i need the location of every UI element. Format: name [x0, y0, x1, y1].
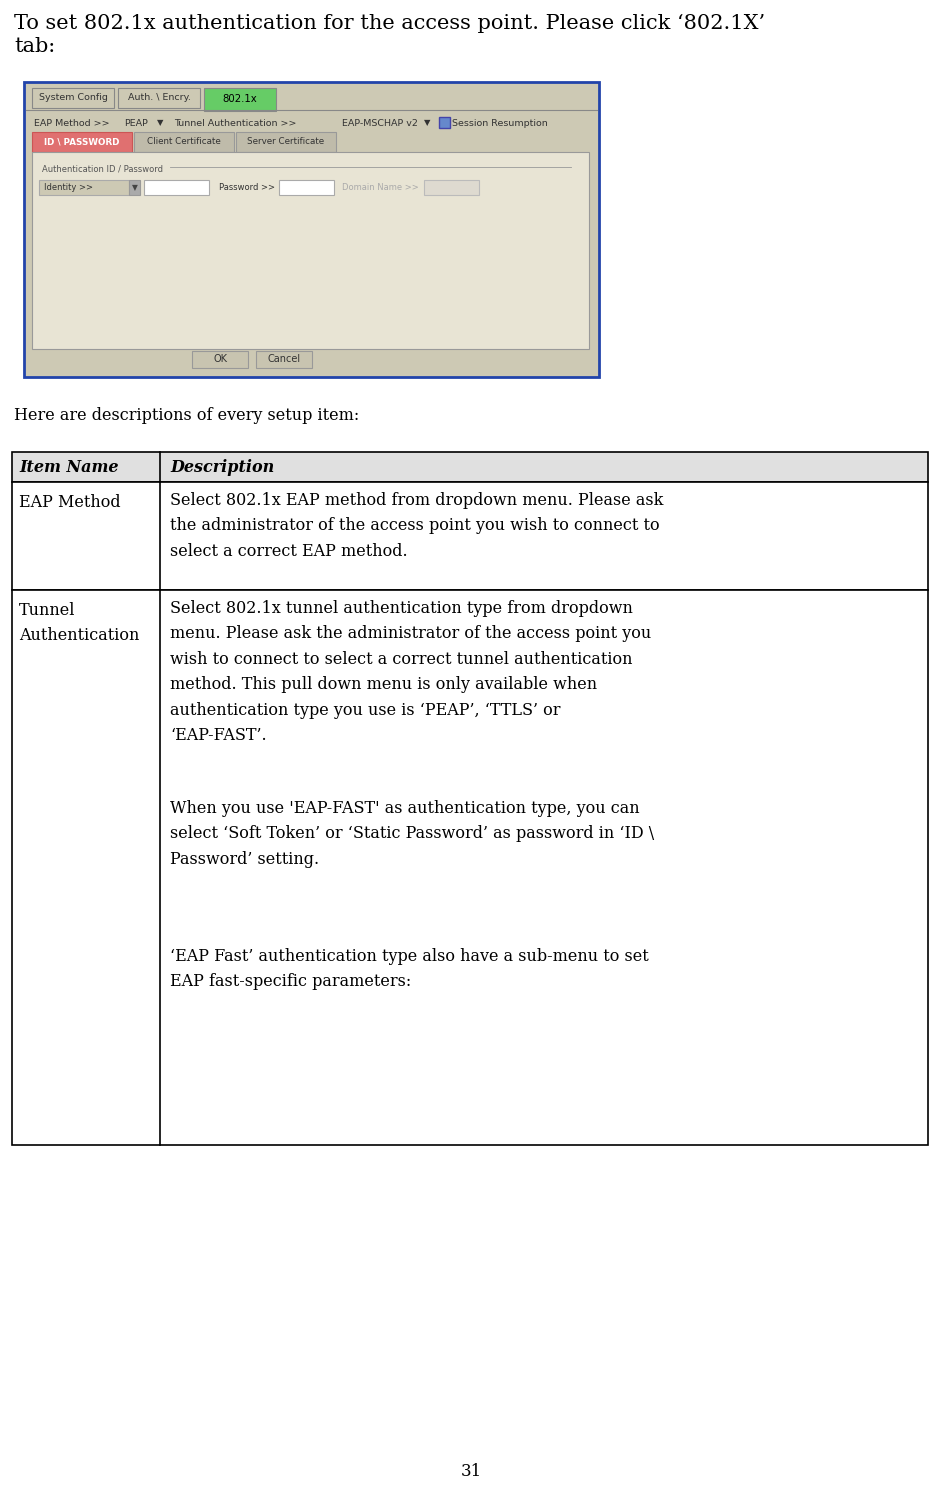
Bar	[256, 351, 312, 367]
Text: Identity >>: Identity >>	[44, 183, 93, 192]
Text: 31: 31	[461, 1463, 482, 1481]
Text: Cancel: Cancel	[268, 354, 301, 364]
Bar	[204, 88, 276, 112]
Text: 802.1x: 802.1x	[223, 95, 257, 104]
Text: Select 802.1x EAP method from dropdown menu. Please ask
the administrator of the: Select 802.1x EAP method from dropdown m…	[170, 492, 663, 561]
Bar	[236, 132, 336, 152]
Bar	[129, 180, 140, 195]
Text: tab:: tab:	[14, 37, 56, 55]
Text: Domain Name >>: Domain Name >>	[342, 183, 419, 192]
Bar	[32, 132, 132, 152]
Text: ID \ PASSWORD: ID \ PASSWORD	[44, 137, 120, 147]
Text: Authentication ID / Password: Authentication ID / Password	[42, 165, 163, 174]
Bar	[12, 482, 928, 590]
Text: Server Certificate: Server Certificate	[247, 137, 324, 147]
Bar	[118, 88, 200, 109]
Bar	[144, 180, 209, 195]
Text: To set 802.1x authentication for the access point. Please click ‘802.1X’: To set 802.1x authentication for the acc…	[14, 13, 765, 33]
Bar	[32, 88, 114, 109]
Text: Select 802.1x tunnel authentication type from dropdown
menu. Please ask the admi: Select 802.1x tunnel authentication type…	[170, 599, 652, 745]
Text: EAP-MSCHAP v2: EAP-MSCHAP v2	[342, 119, 418, 128]
Text: ▼: ▼	[424, 119, 431, 128]
Bar	[439, 117, 450, 128]
Bar	[279, 180, 334, 195]
Bar	[12, 452, 928, 482]
Text: Tunnel
Authentication: Tunnel Authentication	[19, 602, 140, 644]
Bar	[39, 180, 129, 195]
Text: PEAP: PEAP	[124, 119, 148, 128]
Bar	[424, 180, 479, 195]
Bar	[26, 83, 597, 375]
Text: Auth. \ Encry.: Auth. \ Encry.	[127, 94, 190, 103]
Bar	[12, 590, 928, 1145]
Text: Here are descriptions of every setup item:: Here are descriptions of every setup ite…	[14, 407, 359, 424]
Text: Tunnel Authentication >>: Tunnel Authentication >>	[174, 119, 296, 128]
Bar	[192, 351, 248, 367]
Text: ▼: ▼	[157, 119, 163, 128]
Text: Session Resumption: Session Resumption	[452, 119, 548, 128]
Text: Password >>: Password >>	[219, 183, 275, 192]
Text: When you use 'EAP-FAST' as authentication type, you can
select ‘Soft Token’ or ‘: When you use 'EAP-FAST' as authenticatio…	[170, 800, 654, 868]
Text: Item Name: Item Name	[19, 458, 119, 476]
Text: EAP Method >>: EAP Method >>	[34, 119, 109, 128]
Text: System Config: System Config	[39, 94, 108, 103]
Text: EAP Method: EAP Method	[19, 494, 121, 512]
Text: ▼: ▼	[132, 183, 138, 192]
Bar	[24, 82, 599, 378]
Text: OK: OK	[213, 354, 227, 364]
Text: Description: Description	[170, 458, 274, 476]
Text: ‘EAP Fast’ authentication type also have a sub-menu to set
EAP fast-specific par: ‘EAP Fast’ authentication type also have…	[170, 949, 649, 990]
Bar	[32, 152, 589, 349]
Bar	[134, 132, 234, 152]
Text: Client Certificate: Client Certificate	[147, 137, 221, 147]
